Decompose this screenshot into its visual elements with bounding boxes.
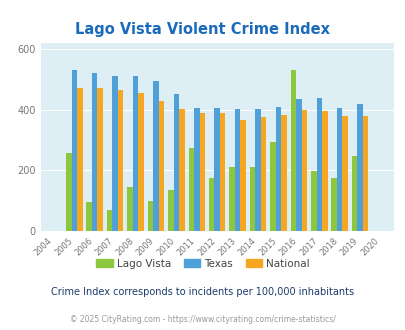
Bar: [310, 171, 316, 231]
Bar: [71, 70, 77, 231]
Bar: [321, 111, 327, 231]
Bar: [330, 178, 336, 231]
Bar: [117, 90, 123, 231]
Bar: [173, 94, 179, 231]
Bar: [295, 99, 301, 231]
Bar: [234, 109, 240, 231]
Bar: [255, 109, 260, 231]
Bar: [214, 108, 220, 231]
Text: Crime Index corresponds to incidents per 100,000 inhabitants: Crime Index corresponds to incidents per…: [51, 287, 354, 297]
Bar: [290, 70, 295, 231]
Bar: [275, 107, 281, 231]
Bar: [97, 88, 103, 231]
Bar: [179, 109, 184, 231]
Bar: [301, 110, 307, 231]
Bar: [362, 116, 367, 231]
Bar: [249, 167, 255, 231]
Bar: [336, 108, 342, 231]
Text: Lago Vista Violent Crime Index: Lago Vista Violent Crime Index: [75, 22, 330, 37]
Bar: [270, 142, 275, 231]
Bar: [342, 116, 347, 231]
Bar: [158, 101, 164, 231]
Bar: [112, 76, 117, 231]
Bar: [153, 81, 158, 231]
Bar: [194, 108, 199, 231]
Bar: [281, 115, 286, 231]
Bar: [132, 76, 138, 231]
Bar: [86, 202, 92, 231]
Bar: [240, 120, 245, 231]
Bar: [147, 201, 153, 231]
Bar: [168, 190, 173, 231]
Bar: [107, 210, 112, 231]
Bar: [316, 97, 321, 231]
Bar: [92, 73, 97, 231]
Bar: [188, 148, 194, 231]
Bar: [77, 88, 82, 231]
Bar: [209, 178, 214, 231]
Bar: [66, 153, 71, 231]
Bar: [356, 104, 362, 231]
Bar: [199, 113, 205, 231]
Legend: Lago Vista, Texas, National: Lago Vista, Texas, National: [92, 254, 313, 273]
Text: © 2025 CityRating.com - https://www.cityrating.com/crime-statistics/: © 2025 CityRating.com - https://www.city…: [70, 315, 335, 324]
Bar: [220, 113, 225, 231]
Bar: [351, 156, 356, 231]
Bar: [127, 187, 132, 231]
Bar: [138, 93, 143, 231]
Bar: [229, 167, 234, 231]
Bar: [260, 117, 266, 231]
